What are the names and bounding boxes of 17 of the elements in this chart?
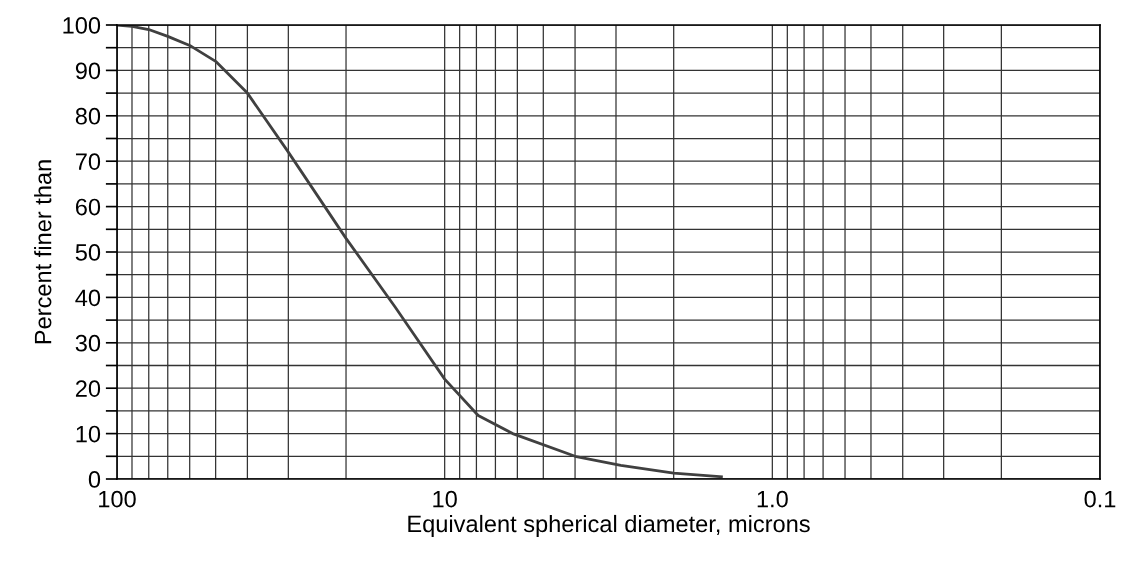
- x-axis-title: Equivalent spherical diameter, microns: [408, 514, 810, 537]
- y-tick-label: 100: [63, 17, 101, 34]
- y-tick-label: 40: [75, 289, 101, 307]
- x-tick-label: 0.1: [1084, 490, 1116, 508]
- x-tick-label: 100: [99, 490, 136, 508]
- y-tick-label: 20: [75, 380, 101, 397]
- y-axis-title: Percent finer than: [34, 160, 52, 344]
- y-tick-label: 60: [75, 198, 101, 216]
- x-tick-label: 1.0: [757, 490, 788, 508]
- y-tick-label: 10: [76, 425, 101, 443]
- x-tick-label: 10: [433, 490, 457, 508]
- y-tick-label: 90: [75, 62, 101, 80]
- y-tick-label: 70: [75, 153, 101, 170]
- y-tick-label: 80: [75, 107, 101, 125]
- y-tick-label: 0: [88, 471, 101, 488]
- y-tick-label: 30: [75, 334, 101, 352]
- y-tick-label: 50: [75, 244, 101, 261]
